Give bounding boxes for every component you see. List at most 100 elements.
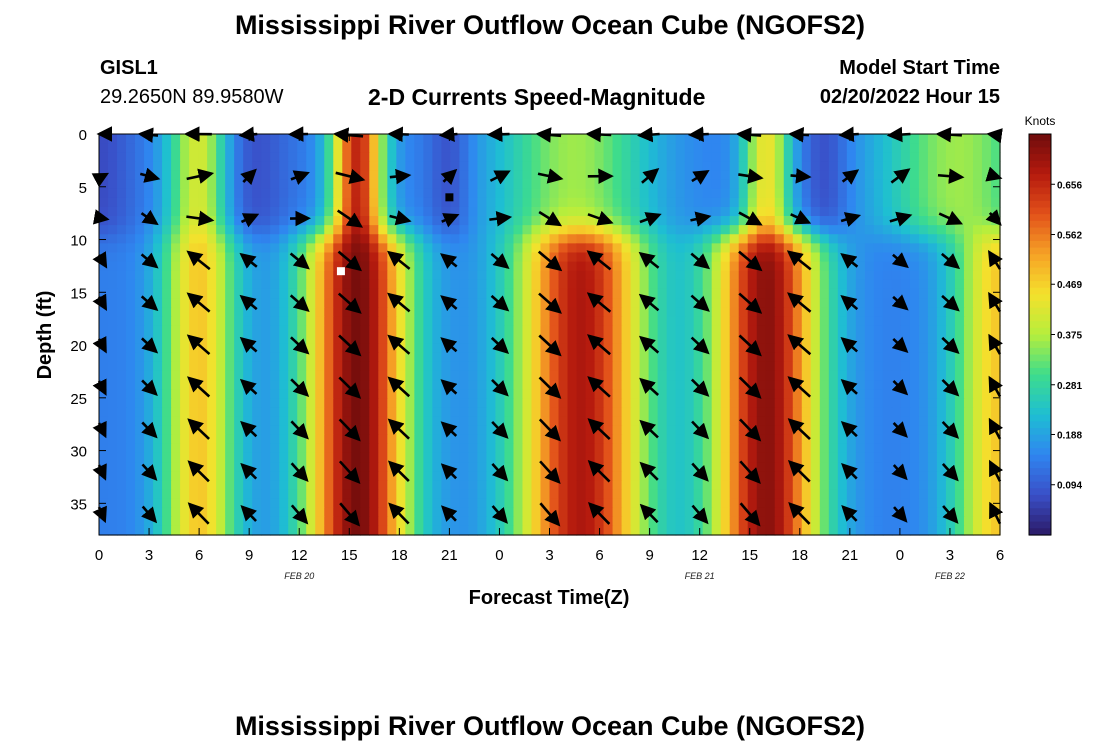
heatmap-cell	[162, 307, 172, 317]
heatmap-cell	[297, 143, 307, 153]
heatmap-cell	[720, 507, 731, 518]
heatmap-cell	[378, 516, 388, 527]
heatmap-cell	[963, 134, 974, 144]
heatmap-cell	[603, 307, 614, 317]
heatmap-cell	[459, 425, 470, 436]
heatmap-cell	[315, 161, 325, 172]
heatmap-cell	[576, 516, 587, 527]
heatmap-cell	[342, 407, 352, 418]
heatmap-cell	[630, 188, 641, 199]
heatmap-cell	[828, 288, 839, 299]
heatmap-cell	[774, 134, 785, 144]
heatmap-cell	[666, 197, 677, 208]
heatmap-cell	[531, 516, 542, 527]
heatmap-cell	[126, 134, 136, 144]
heatmap-cell	[783, 389, 794, 399]
x-tick-label: 0	[95, 547, 103, 564]
heatmap-cell	[990, 398, 1001, 409]
heatmap-cell	[981, 270, 992, 281]
x-tick-label: 21	[841, 547, 858, 564]
heatmap-cell	[432, 370, 442, 381]
heatmap-cell	[603, 489, 614, 500]
heatmap-cell	[378, 143, 388, 153]
current-vector-arrow	[538, 376, 562, 399]
heatmap-cell	[270, 288, 280, 299]
heatmap-cell	[288, 471, 298, 481]
heatmap-cell	[153, 443, 163, 454]
heatmap-cell	[558, 425, 569, 436]
heatmap-cell	[468, 188, 479, 199]
heatmap-cell	[972, 197, 983, 208]
current-vector-arrow	[587, 334, 611, 356]
heatmap-cell	[792, 443, 803, 454]
heatmap-cell	[630, 307, 641, 317]
heatmap-cell	[810, 307, 821, 317]
heatmap-cell	[639, 197, 650, 208]
heatmap-cell	[405, 134, 415, 144]
heatmap-cell	[945, 407, 956, 418]
heatmap-cell	[162, 325, 172, 336]
heatmap-cell	[621, 380, 632, 390]
heatmap-cell	[531, 197, 542, 208]
heatmap-cell	[486, 288, 497, 299]
heatmap-cell	[675, 206, 686, 217]
heatmap-cell	[909, 134, 920, 144]
heatmap-cell	[792, 525, 803, 536]
heatmap-cell	[864, 434, 875, 445]
heatmap-cell	[360, 307, 370, 317]
heatmap-cell	[567, 352, 578, 363]
heatmap-cell	[558, 361, 569, 372]
colorbar-segment	[1029, 314, 1051, 322]
heatmap-cell	[216, 261, 226, 272]
heatmap-cell	[837, 498, 848, 509]
heatmap-cell	[243, 316, 253, 326]
heatmap-cell	[522, 288, 533, 299]
heatmap-cell	[234, 380, 244, 390]
heatmap-cell	[729, 489, 740, 500]
heatmap-cell	[918, 152, 929, 162]
heatmap-cell	[135, 462, 145, 472]
heatmap-cell	[405, 489, 415, 500]
heatmap-cell	[774, 361, 785, 372]
heatmap-cell	[882, 279, 893, 290]
heatmap-cell	[576, 170, 587, 181]
heatmap-cell	[792, 361, 803, 372]
heatmap-cell	[180, 143, 190, 153]
heatmap-cell	[297, 498, 307, 509]
heatmap-cell	[306, 343, 316, 354]
heatmap-cell	[837, 471, 848, 481]
heatmap-cell	[468, 343, 479, 354]
heatmap-cell	[513, 188, 524, 199]
current-vector-arrow	[941, 463, 959, 482]
heatmap-cell	[612, 152, 623, 162]
heatmap-cell	[162, 134, 172, 144]
heatmap-cell	[585, 525, 596, 536]
heatmap-cell	[783, 452, 794, 463]
heatmap-cell	[171, 480, 181, 491]
heatmap-cell	[198, 498, 208, 509]
heatmap-cell	[918, 471, 929, 481]
heatmap-cell	[360, 334, 370, 345]
heatmap-cell	[531, 134, 542, 144]
heatmap-cell	[477, 288, 488, 299]
heatmap-cell	[459, 252, 470, 263]
heatmap-cell	[432, 352, 442, 363]
heatmap-cell	[468, 261, 479, 272]
heatmap-cell	[432, 279, 442, 290]
heatmap-cell	[324, 197, 334, 208]
heatmap-cell	[747, 352, 758, 363]
heatmap-cell	[405, 334, 415, 345]
heatmap-cell	[531, 452, 542, 463]
heatmap-cell	[243, 206, 253, 217]
heatmap-cell	[846, 161, 857, 172]
heatmap-cell	[855, 389, 866, 399]
heatmap-cell	[189, 261, 199, 272]
heatmap-cell	[756, 334, 767, 345]
heatmap-cell	[549, 452, 560, 463]
heatmap-cell	[198, 443, 208, 454]
heatmap-cell	[810, 389, 821, 399]
heatmap-cell	[261, 416, 271, 427]
heatmap-cell	[234, 179, 244, 190]
heatmap-cell	[423, 197, 433, 208]
heatmap-cell	[495, 152, 506, 162]
